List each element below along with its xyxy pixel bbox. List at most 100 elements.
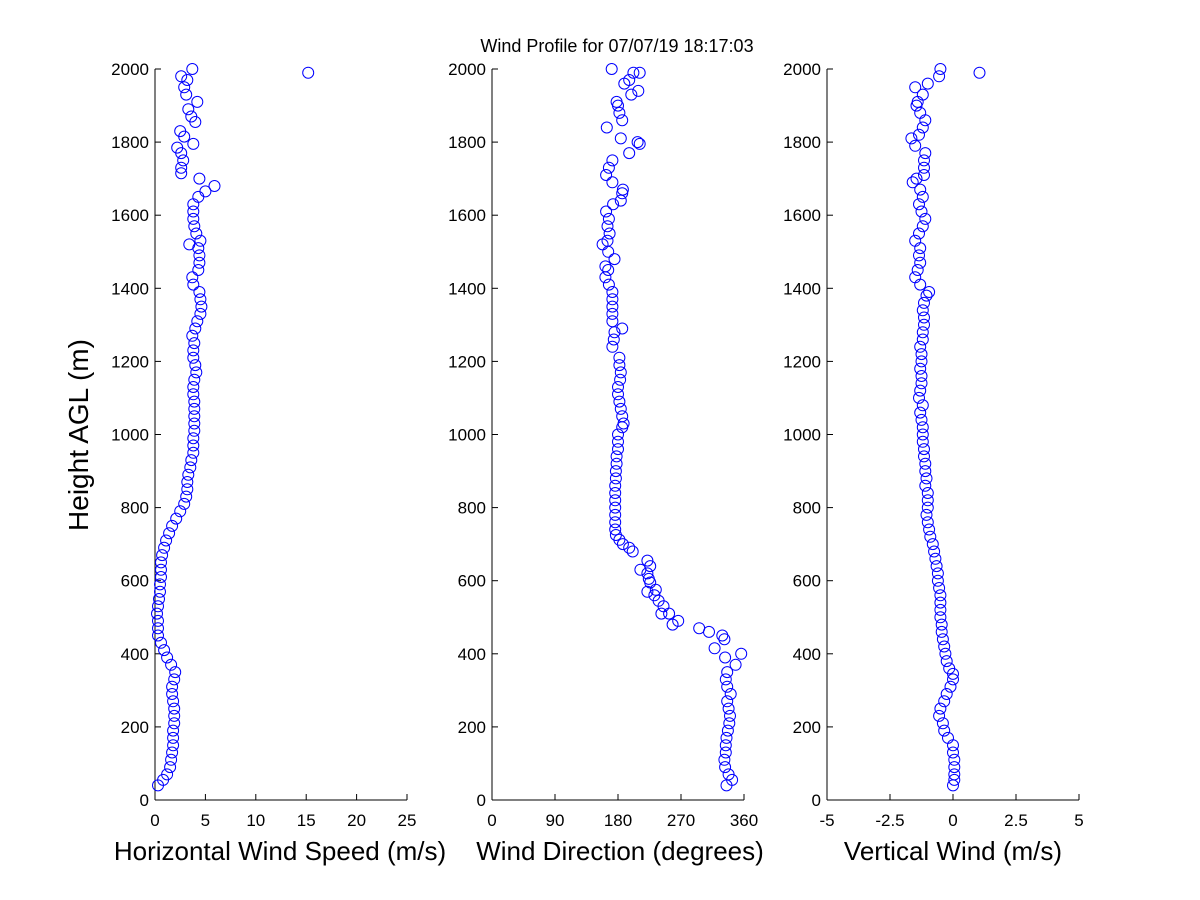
direction-data-point [612, 428, 624, 441]
speed-data-point [185, 110, 198, 123]
vertical-y-tick-label: 2000 [783, 60, 821, 79]
speed-data-point [154, 578, 166, 591]
vertical-data-point [923, 286, 936, 298]
speed-data-point [188, 337, 201, 350]
vertical-x-tick-label: -5 [819, 811, 834, 830]
direction-data-point [721, 695, 734, 708]
direction-y-tick-label: 1200 [448, 352, 486, 371]
speed-y-tick-label: 0 [140, 791, 149, 810]
direction-data-point [607, 333, 620, 346]
vertical-data-point [928, 545, 941, 558]
speed-y-tick-label: 1800 [111, 133, 149, 152]
speed-data-point [194, 307, 207, 320]
speed-y-tick-label: 1600 [111, 206, 149, 225]
vertical-data-point [916, 333, 929, 346]
speed-data-point [181, 476, 194, 488]
speed-data-point [189, 359, 202, 372]
speed-data-point [161, 651, 174, 664]
direction-data-point [616, 183, 629, 196]
speed-data-point [180, 88, 193, 101]
vertical-data-point [934, 63, 947, 75]
vertical-data-point [906, 176, 919, 189]
vertical-y-tick-label: 1600 [783, 206, 821, 225]
speed-data-point [160, 534, 173, 547]
horizontal-wind-speed-panel: Horizontal Wind Speed (m/s) 020040060080… [111, 60, 446, 866]
speed-data-point [167, 739, 180, 752]
direction-data-point [600, 121, 613, 134]
vertical-data-point [915, 413, 928, 426]
direction-data-point [613, 395, 626, 408]
direction-data-point [666, 618, 679, 631]
direction-data-point [606, 340, 619, 353]
vertical-data-point [926, 538, 939, 551]
direction-x-tick-label: 0 [487, 811, 496, 830]
direction-data-point [693, 622, 706, 635]
direction-y-tick-label: 2000 [448, 60, 486, 79]
direction-data-point [721, 724, 734, 737]
speed-data-point [174, 125, 187, 138]
direction-data-point [721, 666, 734, 679]
direction-data-point [610, 457, 623, 470]
speed-data-point [155, 556, 167, 569]
vertical-data-point [919, 212, 932, 225]
vertical-data-point [914, 256, 927, 269]
speed-data-point [152, 622, 164, 635]
speed-data-point [188, 220, 201, 233]
direction-data-point [613, 106, 626, 119]
speed-data-point [193, 249, 206, 262]
speed-x-tick-label: 0 [150, 811, 159, 830]
direction-data-point [641, 567, 654, 580]
vertical-data-point [934, 603, 947, 616]
vertical-data-point [940, 655, 953, 668]
vertical-data-point [915, 377, 928, 390]
direction-data-point [609, 465, 622, 478]
speed-data-point [168, 702, 181, 715]
speed-data-point [177, 154, 190, 167]
speed-y-tick-label: 600 [121, 572, 149, 591]
vertical-data-point [909, 81, 922, 94]
direction-data-point [606, 176, 619, 189]
speed-data-point [182, 468, 195, 481]
direction-data-point [602, 264, 615, 276]
vertical-data-point [916, 220, 929, 233]
speed-data-point [193, 172, 206, 185]
vertical-data-point [935, 625, 948, 638]
direction-data-point [606, 293, 619, 306]
direction-data-point [623, 147, 636, 160]
direction-data-point [614, 402, 627, 415]
direction-x-tick-label: 90 [546, 811, 565, 830]
speed-x-tick-label: 20 [347, 811, 366, 830]
direction-data-point [609, 516, 622, 529]
vertical-data-point [920, 289, 933, 302]
vertical-data-point [913, 391, 925, 404]
vertical-data-point [921, 494, 934, 507]
vertical-data-point [909, 139, 922, 152]
vertical-data-point [933, 582, 946, 594]
vertical-y-tick-label: 600 [793, 572, 821, 591]
vertical-data-point [916, 435, 929, 448]
direction-data-point [729, 658, 742, 671]
speed-data-point [190, 366, 203, 379]
vertical-data-point [936, 717, 949, 730]
vertical-data-point [934, 596, 947, 609]
vertical-data-point [933, 70, 946, 83]
speed-data-point [167, 695, 180, 708]
speed-data-point [182, 103, 195, 116]
direction-y-tick-label: 1000 [448, 426, 486, 445]
direction-data-point [602, 161, 615, 174]
vertical-data-point [913, 128, 925, 141]
direction-data-point [719, 739, 732, 752]
speed-data-point [190, 227, 203, 240]
wind-direction-panel: Wind Direction (degrees) 0 200 400 600 800 10… [448, 60, 764, 866]
speed-data-point [187, 381, 200, 393]
speed-data-point [158, 541, 171, 554]
vertical-data-point [914, 384, 927, 397]
vertical-data-point [943, 662, 956, 675]
direction-data-point [614, 132, 627, 145]
vertical-data-point [914, 183, 927, 196]
speed-data-point [164, 761, 177, 774]
speed-data-point [188, 402, 201, 415]
speed-y-tick-label: 1000 [111, 426, 149, 445]
direction-data-point [633, 66, 646, 79]
direction-data-point [606, 286, 619, 298]
